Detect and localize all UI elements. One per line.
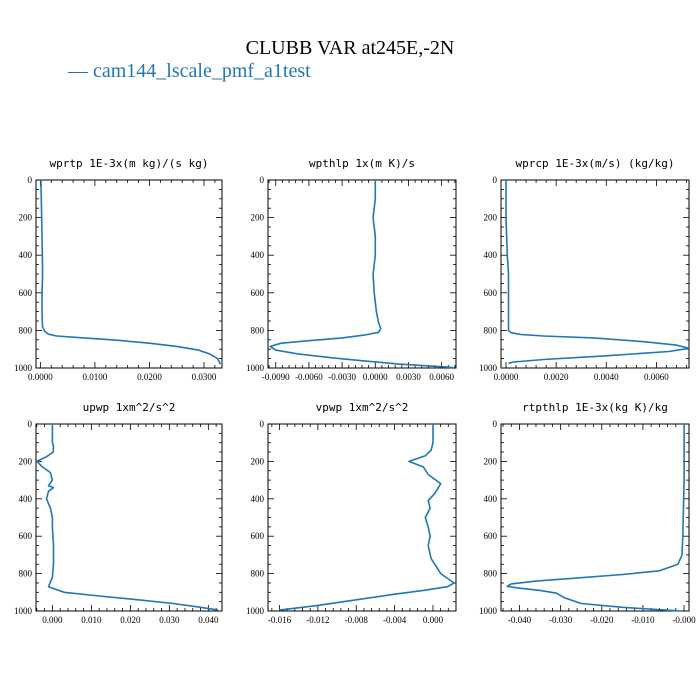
y-tick-label: 200 bbox=[484, 213, 498, 223]
panel-4: upwp 1xm^2/s^2 0 200 400 600 800 1000 0.000 0.01… bbox=[14, 401, 223, 625]
x-tick-label: 0.000 bbox=[423, 615, 444, 625]
x-tick-label: -0.0060 bbox=[295, 372, 323, 382]
x-tick-label: 0.020 bbox=[120, 615, 141, 625]
series-line bbox=[40, 179, 222, 365]
panel-title: upwp 1xm^2/s^2 bbox=[83, 401, 176, 414]
y-tick-label: 0 bbox=[28, 175, 33, 185]
panel-1: wprtp 1E-3x(m kg)/(s kg) 0 200 400 600 800 100… bbox=[14, 157, 223, 382]
x-tick-label: -0.000 bbox=[672, 615, 696, 625]
panel-5: vpwp 1xm^2/s^2 0 200 400 600 800 1000-0.016 -0.… bbox=[246, 401, 457, 625]
y-tick-label: 800 bbox=[251, 325, 265, 335]
series-line bbox=[505, 180, 690, 365]
y-tick-label: 800 bbox=[251, 569, 265, 579]
y-tick-label: 400 bbox=[19, 250, 33, 260]
panel-3: wprcp 1E-3x(m/s) (kg/kg) 0 200 400 600 800 100… bbox=[479, 157, 690, 382]
x-tick-label: 0.0000 bbox=[494, 372, 519, 382]
x-tick-label: 0.0060 bbox=[429, 372, 454, 382]
plot-frame bbox=[267, 423, 457, 612]
x-tick-label: 0.0020 bbox=[544, 372, 569, 382]
x-tick-label: -0.030 bbox=[549, 615, 573, 625]
x-tick-label: 0.030 bbox=[159, 615, 180, 625]
y-tick-label: 0 bbox=[260, 175, 265, 185]
x-tick-label: -0.020 bbox=[590, 615, 614, 625]
y-tick-label: 800 bbox=[484, 569, 498, 579]
x-tick-label: 0.0000 bbox=[363, 372, 388, 382]
x-tick-label: 0.000 bbox=[42, 615, 63, 625]
y-tick-label: 1000 bbox=[14, 606, 33, 616]
y-tick-label: 0 bbox=[493, 175, 498, 185]
y-tick-label: 1000 bbox=[479, 363, 498, 373]
y-tick-label: 200 bbox=[484, 456, 498, 466]
y-tick-label: 1000 bbox=[246, 606, 265, 616]
y-tick-label: 400 bbox=[19, 494, 33, 504]
x-tick-label: -0.010 bbox=[631, 615, 655, 625]
x-tick-label: -0.0090 bbox=[262, 372, 290, 382]
x-tick-label: -0.012 bbox=[306, 615, 329, 625]
x-tick-label: -0.004 bbox=[383, 615, 407, 625]
y-tick-label: 600 bbox=[484, 288, 498, 298]
x-tick-label: 0.0300 bbox=[192, 372, 217, 382]
series-line bbox=[506, 424, 685, 612]
x-tick-label: 0.0040 bbox=[594, 372, 619, 382]
y-tick-label: 400 bbox=[484, 250, 498, 260]
x-tick-label: 0.010 bbox=[81, 615, 102, 625]
y-tick-label: 400 bbox=[484, 494, 498, 504]
y-tick-label: 200 bbox=[19, 213, 33, 223]
y-tick-label: 1000 bbox=[14, 363, 33, 373]
y-tick-label: 800 bbox=[19, 569, 33, 579]
y-tick-label: 800 bbox=[19, 325, 33, 335]
x-tick-label: 0.0060 bbox=[644, 372, 669, 382]
panel-title: wpthlp 1x(m K)/s bbox=[309, 157, 415, 170]
y-tick-label: 200 bbox=[251, 213, 265, 223]
y-tick-label: 1000 bbox=[246, 363, 265, 373]
plot-frame bbox=[35, 179, 223, 369]
panel-title: wprcp 1E-3x(m/s) (kg/kg) bbox=[516, 157, 675, 170]
plot-frame bbox=[35, 423, 223, 612]
panel-title: wprtp 1E-3x(m kg)/(s kg) bbox=[50, 157, 209, 170]
y-tick-label: 600 bbox=[484, 531, 498, 541]
legend-entry: — cam144_lscale_pmf_a1test bbox=[68, 60, 311, 82]
x-tick-label: -0.016 bbox=[268, 615, 292, 625]
figure-title: CLUBB VAR at245E,-2N bbox=[245, 37, 455, 59]
series-line bbox=[279, 424, 455, 611]
panel-title: vpwp 1xm^2/s^2 bbox=[316, 401, 409, 414]
y-tick-label: 600 bbox=[19, 531, 33, 541]
y-tick-label: 600 bbox=[251, 288, 265, 298]
series-line bbox=[269, 180, 453, 369]
y-tick-label: 200 bbox=[251, 456, 265, 466]
x-tick-label: 0.0000 bbox=[28, 372, 53, 382]
y-tick-label: 1000 bbox=[479, 606, 498, 616]
plot-frame bbox=[500, 423, 690, 612]
x-tick-label: -0.0030 bbox=[328, 372, 356, 382]
plot-frame bbox=[267, 179, 457, 369]
y-tick-label: 400 bbox=[251, 250, 265, 260]
panel-title: rtpthlp 1E-3x(kg K)/kg bbox=[522, 401, 668, 414]
x-tick-label: 0.0200 bbox=[137, 372, 162, 382]
y-tick-label: 0 bbox=[493, 419, 498, 429]
x-tick-label: 0.040 bbox=[198, 615, 219, 625]
y-tick-label: 0 bbox=[28, 419, 33, 429]
x-tick-label: -0.040 bbox=[508, 615, 532, 625]
y-tick-label: 800 bbox=[484, 325, 498, 335]
y-tick-label: 200 bbox=[19, 456, 33, 466]
x-tick-label: 0.0100 bbox=[83, 372, 108, 382]
y-tick-label: 600 bbox=[251, 531, 265, 541]
y-tick-label: 600 bbox=[19, 288, 33, 298]
series-line bbox=[35, 424, 219, 611]
plot-frame bbox=[500, 179, 690, 369]
y-tick-label: 0 bbox=[260, 419, 265, 429]
y-tick-label: 400 bbox=[251, 494, 265, 504]
panel-2: wpthlp 1x(m K)/s 0 200 400 600 800 1000-0.0090… bbox=[246, 157, 457, 382]
panel-6: rtpthlp 1E-3x(kg K)/kg02004006008001000-… bbox=[479, 401, 696, 625]
x-tick-label: -0.008 bbox=[345, 615, 369, 625]
x-tick-label: 0.0030 bbox=[396, 372, 421, 382]
